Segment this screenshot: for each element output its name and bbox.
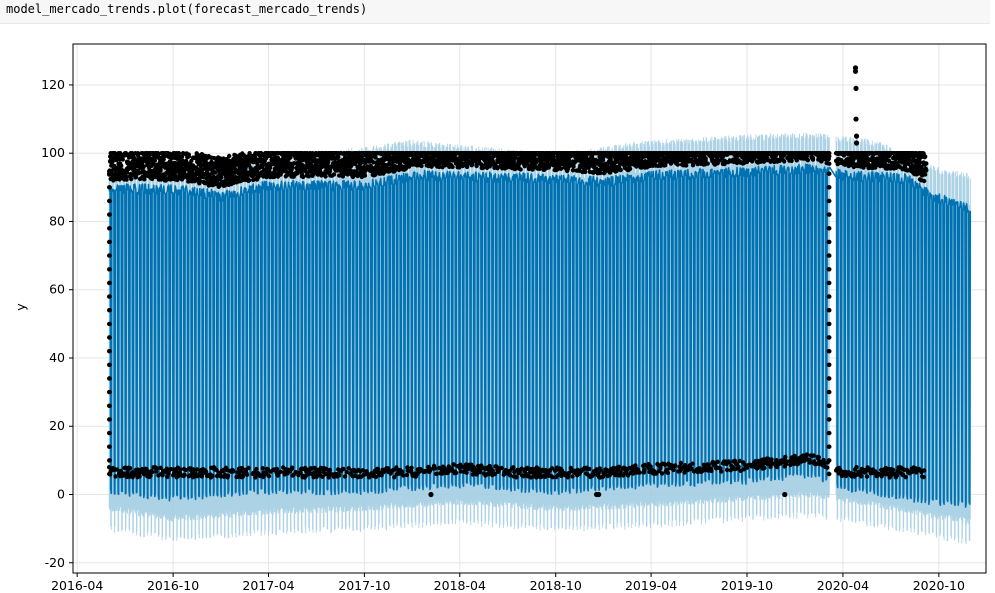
forecast-series xyxy=(108,163,972,508)
forecast-chart: 2016-04 2016-10 2017-04 2017-10 2018-04 2018-… xyxy=(13,43,987,593)
x-tick-label: 2018-04 xyxy=(434,578,486,593)
x-tick-label: 2020-04 xyxy=(817,578,869,593)
code-close-paren: ) xyxy=(360,2,368,16)
x-axis-ticks: 2016-04 2016-10 2017-04 2017-10 2018-04 2018-… xyxy=(51,573,965,593)
outlier-point xyxy=(782,491,788,498)
outlier-point xyxy=(853,140,860,146)
y-axis-label: y xyxy=(13,303,28,311)
x-tick-label: 2017-10 xyxy=(338,578,390,593)
forecast-gap-connector xyxy=(828,166,837,178)
y-tick-label: 0 xyxy=(57,487,65,502)
x-tick-label: 2016-04 xyxy=(51,578,103,593)
outlier-point xyxy=(853,133,860,139)
plot-frame xyxy=(72,43,987,574)
y-tick-label: 80 xyxy=(49,213,65,228)
x-tick-label: 2018-10 xyxy=(530,578,582,593)
outlier-point xyxy=(852,68,859,74)
y-axis-ticks: -20 0 20 40 60 80 100 120 xyxy=(41,77,73,570)
x-tick-label: 2019-10 xyxy=(721,578,773,593)
outlier-point xyxy=(853,116,859,122)
code-open-paren: ( xyxy=(186,2,194,16)
x-tick-label: 2017-04 xyxy=(242,578,294,593)
y-tick-label: 40 xyxy=(49,350,65,365)
observed-points xyxy=(107,65,929,498)
y-tick-label: 100 xyxy=(41,145,65,160)
outlier-point xyxy=(596,491,602,498)
x-tick-label: 2020-10 xyxy=(913,578,965,593)
code-cell[interactable]: model_mercado_trends.plot(forecast_merca… xyxy=(0,0,990,24)
outlier-point xyxy=(853,85,859,91)
code-method: .plot xyxy=(150,2,187,16)
x-tick-label: 2019-04 xyxy=(625,578,677,593)
forecast-line xyxy=(108,163,972,508)
code-argument: forecast_mercado_trends xyxy=(193,2,361,16)
y-tick-label: 60 xyxy=(49,282,65,297)
x-tick-label: 2016-10 xyxy=(147,578,199,593)
y-tick-label: -20 xyxy=(45,555,65,570)
outlier-point xyxy=(428,491,434,498)
y-tick-label: 20 xyxy=(49,418,65,433)
y-tick-label: 120 xyxy=(41,77,65,92)
code-object: model_mercado_trends xyxy=(6,2,151,16)
